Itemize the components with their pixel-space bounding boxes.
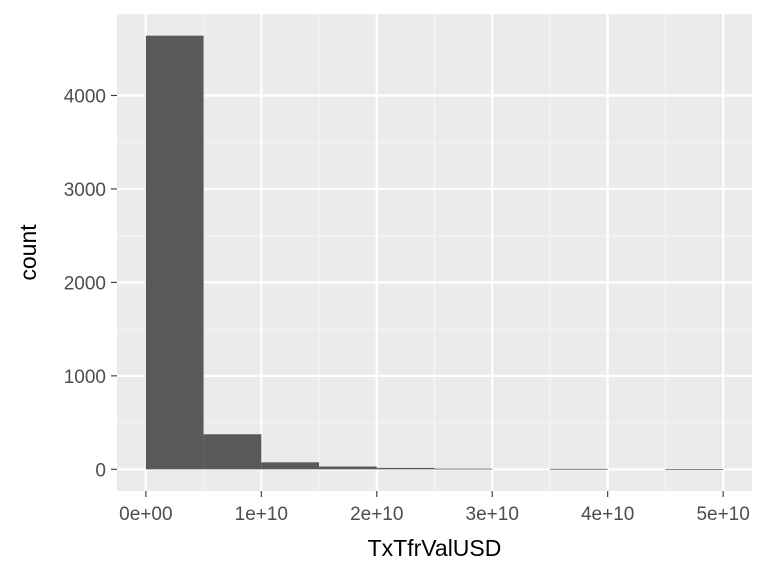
y-tick-label: 3000	[64, 180, 106, 201]
y-tick-label: 4000	[64, 86, 106, 107]
y-axis-title: count	[15, 224, 41, 281]
minor-gridlines	[117, 14, 752, 491]
y-tick-label: 2000	[64, 273, 106, 294]
histogram-bar-2	[261, 462, 320, 470]
x-axis-title: TxTfrValUSD	[368, 535, 502, 561]
x-axis: 0e+00 1e+10 2e+10 3e+10 4e+10 5e+10	[119, 491, 750, 525]
histogram-bars	[145, 35, 724, 470]
x-tick-label: 2e+10	[350, 504, 403, 525]
x-tick-label: 5e+10	[696, 504, 749, 525]
histogram-bar-1	[203, 434, 262, 470]
histogram-bar-0	[145, 35, 204, 470]
x-tick-label: 4e+10	[581, 504, 634, 525]
y-tick-label: 0	[95, 460, 106, 481]
y-axis: 0 1000 2000 3000 4000	[64, 86, 117, 481]
histogram-bar-4	[376, 467, 435, 470]
histogram-bar-9	[665, 468, 724, 470]
x-tick-label: 0e+00	[119, 504, 172, 525]
histogram-bar-3	[319, 466, 377, 470]
histogram-bar-5	[434, 468, 493, 470]
x-tick-label: 1e+10	[235, 504, 288, 525]
y-tick-label: 1000	[64, 367, 106, 388]
histogram-bar-7	[549, 468, 608, 470]
x-tick-label: 3e+10	[466, 504, 519, 525]
